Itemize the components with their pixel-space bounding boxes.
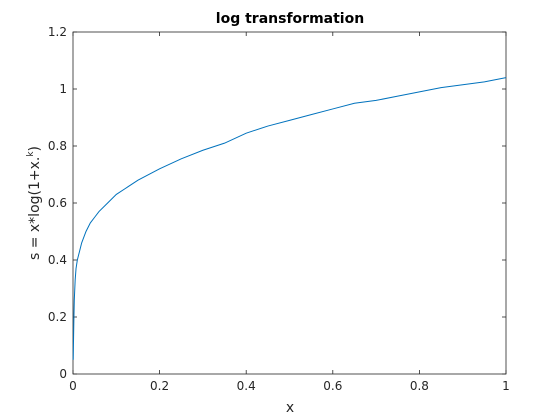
x-tick-label: 1: [502, 379, 510, 393]
x-axis-label: x: [286, 400, 294, 416]
y-tick-label: 0: [59, 367, 67, 381]
x-tick-label: 0: [69, 379, 77, 393]
y-axis-label-suffix: ): [27, 146, 43, 151]
y-axis-label: s = x*log(1+x.k): [26, 146, 43, 260]
y-tick-label: 0.8: [48, 139, 67, 153]
x-tick-label: 0.2: [150, 379, 169, 393]
y-tick-label: 1.2: [48, 25, 67, 39]
x-tick-label: 0.6: [323, 379, 342, 393]
y-tick-label: 0.6: [48, 196, 67, 210]
plot-area: [72, 31, 507, 375]
y-axis-label-superscript: k: [26, 151, 36, 157]
series-line: [72, 77, 507, 360]
x-tick-label: 0.8: [410, 379, 429, 393]
chart-title: log transformation: [216, 11, 364, 27]
y-tick-label: 1: [59, 82, 67, 96]
axis-ticks: 0 0.2 0.4 0.6 0.8 1 0 0.2 0.4 0.6 0.8 1 1.2: [48, 25, 510, 393]
y-tick-label: 0.4: [48, 253, 67, 267]
x-tick-label: 0.4: [237, 379, 256, 393]
y-tick-label: 0.2: [48, 310, 67, 324]
y-axis-label-main: s = x*log(1+x.: [27, 157, 43, 260]
